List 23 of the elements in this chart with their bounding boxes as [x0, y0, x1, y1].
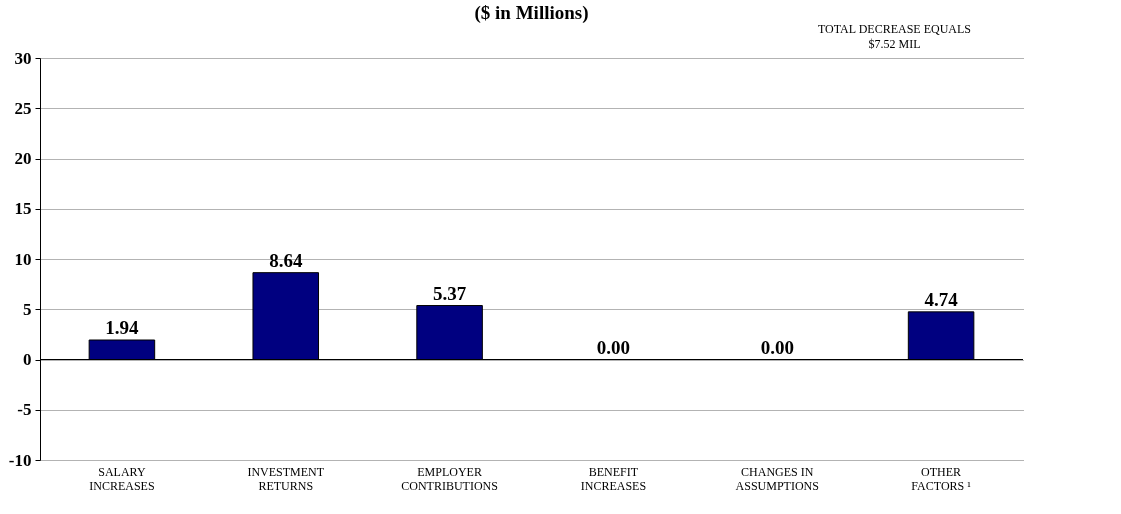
data-label: 5.37 — [432, 282, 467, 304]
y-tick-label: 0 — [23, 350, 32, 369]
y-tick-label: 20 — [14, 149, 32, 168]
x-tick-label: EMPLOYER CONTRIBUTIONS — [401, 464, 498, 493]
y-tick-label: 15 — [14, 199, 32, 219]
x-tick-label: OTHER FACTORS ¹ — [911, 464, 972, 493]
data-label: 4.74 — [924, 288, 959, 310]
x-tick-label: SALARY INCREASES — [89, 464, 155, 493]
y-tick-label: 5 — [23, 299, 32, 319]
data-label: 8.64 — [269, 249, 303, 271]
y-tick-label: 10 — [14, 249, 32, 269]
text: TOTAL DECREASE EQUALS $7.52 MIL — [817, 22, 971, 52]
y-tick-label: 25 — [14, 98, 32, 118]
y-tick-label: -10 — [8, 450, 32, 470]
data-label: 1.94 — [105, 317, 140, 338]
y-tick-label: 30 — [14, 48, 32, 68]
data-label: 0.00 — [760, 336, 794, 358]
x-tick-label: BENEFIT INCREASES — [580, 464, 647, 493]
data-label: 0.00 — [596, 336, 631, 358]
x-tick-label: CHANGES IN ASSUMPTIONS — [735, 464, 819, 493]
chart-title: ($ in Millions) — [474, 2, 589, 24]
y-tick-label: -5 — [17, 400, 32, 420]
x-tick-label: INVESTMENT RETURNS — [247, 464, 325, 493]
